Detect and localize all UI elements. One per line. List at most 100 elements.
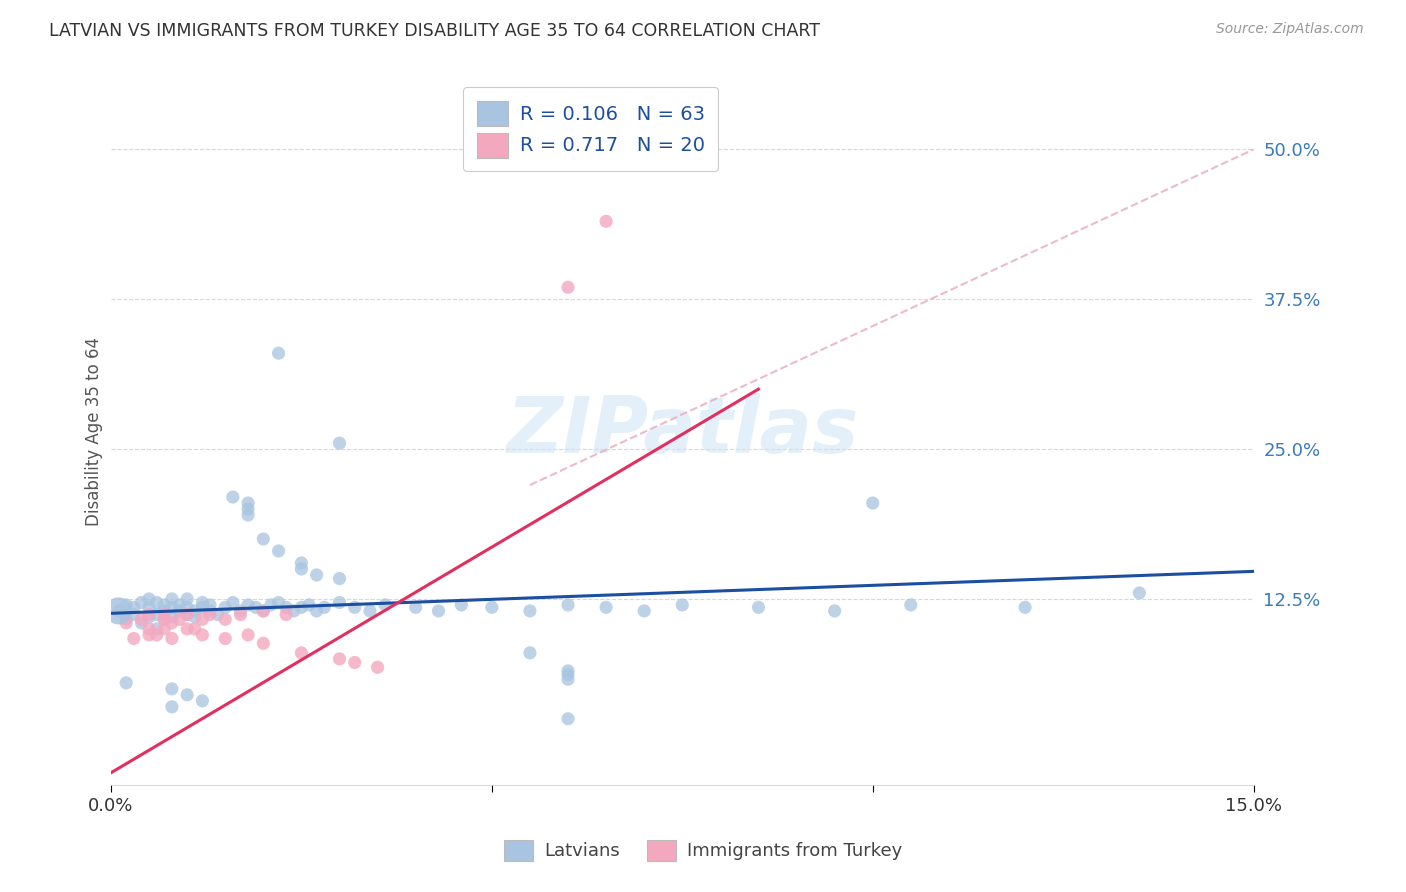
Legend: Latvians, Immigrants from Turkey: Latvians, Immigrants from Turkey xyxy=(495,830,911,870)
Point xyxy=(519,604,541,618)
Point xyxy=(198,607,221,622)
Point xyxy=(191,628,214,642)
Point xyxy=(169,598,191,612)
Point xyxy=(145,595,167,609)
Point xyxy=(1128,586,1150,600)
Point xyxy=(222,490,245,504)
Point xyxy=(343,600,366,615)
Point xyxy=(176,591,198,606)
Point xyxy=(633,604,655,618)
Point xyxy=(481,600,503,615)
Point xyxy=(214,600,236,615)
Point xyxy=(267,346,290,360)
Point xyxy=(252,604,274,618)
Point xyxy=(131,595,153,609)
Point xyxy=(115,615,138,630)
Point xyxy=(138,622,160,636)
Point xyxy=(671,598,693,612)
Legend: R = 0.106   N = 63, R = 0.717   N = 20: R = 0.106 N = 63, R = 0.717 N = 20 xyxy=(464,87,718,171)
Point xyxy=(153,604,176,618)
Point xyxy=(153,607,176,622)
Point xyxy=(138,628,160,642)
Point xyxy=(222,595,245,609)
Point xyxy=(160,681,183,696)
Point xyxy=(305,604,328,618)
Point xyxy=(900,598,922,612)
Point xyxy=(283,604,305,618)
Point xyxy=(184,622,207,636)
Point xyxy=(145,628,167,642)
Point xyxy=(229,607,252,622)
Point xyxy=(138,600,160,615)
Text: LATVIAN VS IMMIGRANTS FROM TURKEY DISABILITY AGE 35 TO 64 CORRELATION CHART: LATVIAN VS IMMIGRANTS FROM TURKEY DISABI… xyxy=(49,22,820,40)
Point xyxy=(252,604,274,618)
Point xyxy=(107,604,129,618)
Point xyxy=(184,604,207,618)
Point xyxy=(245,600,267,615)
Point xyxy=(557,712,579,726)
Point xyxy=(276,607,298,622)
Point xyxy=(290,600,312,615)
Point xyxy=(229,604,252,618)
Point xyxy=(176,622,198,636)
Point xyxy=(107,604,129,618)
Point xyxy=(191,612,214,626)
Text: ZIPatlas: ZIPatlas xyxy=(506,393,859,469)
Point xyxy=(374,598,396,612)
Point xyxy=(298,598,321,612)
Point xyxy=(595,600,617,615)
Point xyxy=(176,600,198,615)
Point xyxy=(207,607,229,622)
Point xyxy=(557,667,579,681)
Point xyxy=(290,646,312,660)
Point xyxy=(138,610,160,624)
Point xyxy=(267,544,290,558)
Point xyxy=(191,694,214,708)
Point xyxy=(115,676,138,690)
Point xyxy=(153,612,176,626)
Point xyxy=(145,607,167,622)
Point xyxy=(131,612,153,626)
Point xyxy=(122,632,145,646)
Point xyxy=(131,615,153,630)
Point xyxy=(115,612,138,626)
Point xyxy=(427,604,450,618)
Point xyxy=(145,622,167,636)
Point xyxy=(191,600,214,615)
Point xyxy=(367,660,389,674)
Point xyxy=(450,598,472,612)
Y-axis label: Disability Age 35 to 64: Disability Age 35 to 64 xyxy=(86,336,103,525)
Point xyxy=(267,595,290,609)
Point xyxy=(198,598,221,612)
Point xyxy=(824,604,846,618)
Point xyxy=(160,610,183,624)
Point xyxy=(595,214,617,228)
Point xyxy=(862,496,884,510)
Point xyxy=(252,636,274,650)
Point xyxy=(305,568,328,582)
Point xyxy=(169,604,191,618)
Point xyxy=(214,612,236,626)
Point xyxy=(160,591,183,606)
Point xyxy=(236,508,259,522)
Point xyxy=(359,604,381,618)
Point xyxy=(290,562,312,576)
Point xyxy=(214,632,236,646)
Point xyxy=(184,610,207,624)
Point xyxy=(138,591,160,606)
Point xyxy=(747,600,769,615)
Point xyxy=(153,622,176,636)
Point xyxy=(314,600,336,615)
Point xyxy=(138,607,160,622)
Point xyxy=(198,604,221,618)
Point xyxy=(252,532,274,546)
Point xyxy=(519,646,541,660)
Point xyxy=(260,598,283,612)
Point xyxy=(176,607,198,622)
Point xyxy=(1014,600,1036,615)
Point xyxy=(176,607,198,622)
Point xyxy=(236,598,259,612)
Point xyxy=(153,612,176,626)
Point xyxy=(328,595,350,609)
Point xyxy=(153,598,176,612)
